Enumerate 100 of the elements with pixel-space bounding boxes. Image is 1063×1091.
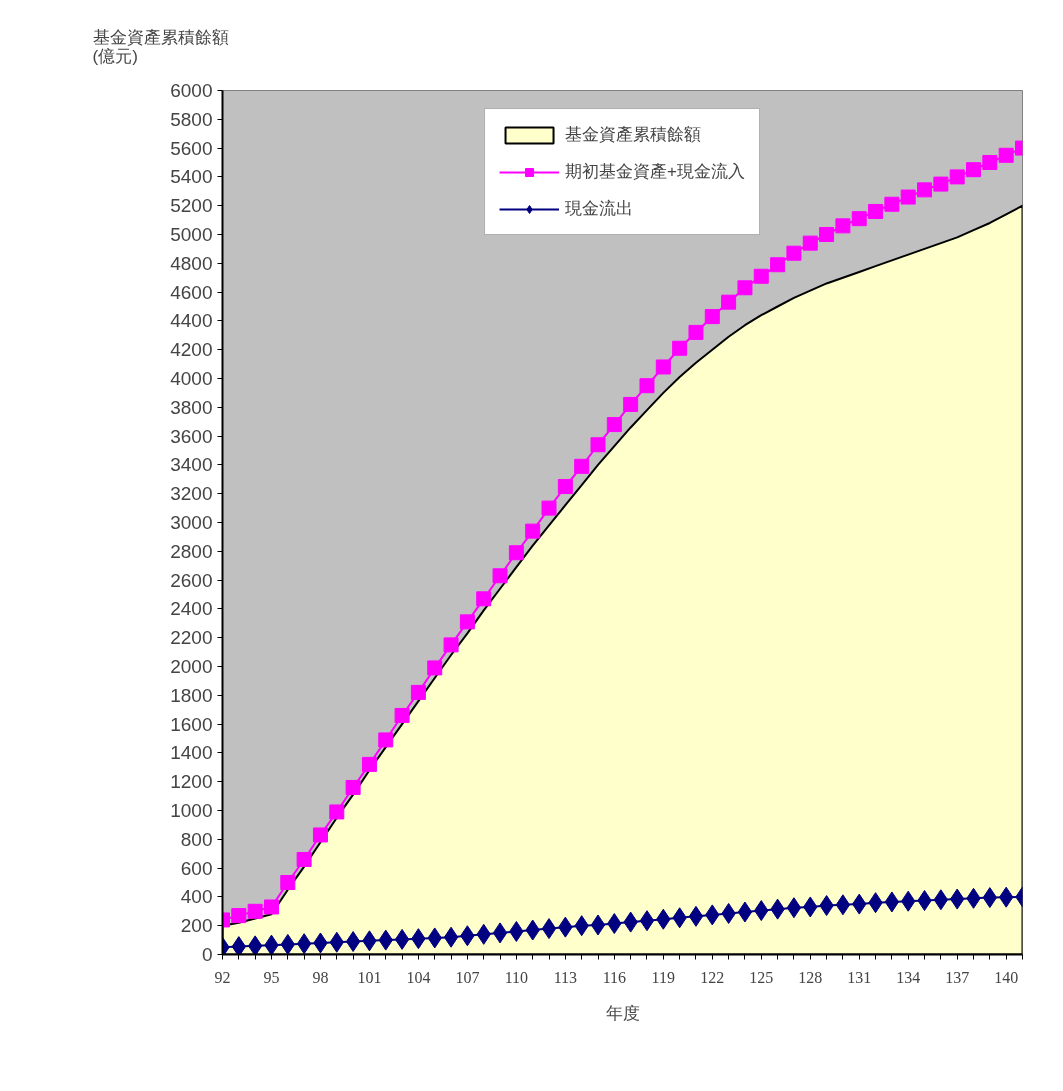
y-tick-label: 3200	[170, 483, 213, 505]
point	[672, 340, 688, 356]
x-tick-label: 140	[994, 968, 1019, 986]
y-tick-label: 4200	[170, 339, 213, 361]
y-tick-label: 3800	[170, 396, 213, 418]
point	[231, 908, 247, 924]
point	[917, 182, 933, 198]
y-tick-label: 4400	[170, 310, 213, 332]
point	[492, 922, 508, 944]
point	[263, 899, 279, 915]
point	[688, 324, 704, 340]
point	[835, 218, 851, 234]
point	[590, 437, 606, 453]
point	[721, 294, 737, 310]
y-tick-label: 2600	[170, 569, 213, 591]
point	[770, 257, 786, 273]
y-tick-label: 4000	[170, 368, 213, 389]
y-tick-label: 400	[180, 886, 213, 908]
legend-label: 現金流出	[565, 198, 634, 220]
point	[345, 931, 361, 953]
point	[443, 637, 459, 653]
point	[459, 614, 475, 630]
x-tick-label: 92	[214, 968, 231, 986]
x-axis-title: 年度	[605, 1003, 640, 1023]
point	[819, 227, 835, 242]
x-tick-label: 95	[263, 968, 280, 986]
x-tick-label: 128	[798, 968, 823, 986]
y-tick-label: 5200	[170, 195, 213, 217]
y-tick-label: 5800	[170, 108, 213, 130]
point	[264, 934, 279, 955]
point	[737, 280, 753, 296]
x-tick-label: 125	[749, 968, 774, 986]
y-tick-label: 1000	[170, 800, 213, 821]
point	[443, 926, 459, 948]
y-tick-label: 5400	[170, 166, 213, 188]
point	[786, 897, 802, 919]
x-tick-label: 113	[553, 968, 578, 986]
point	[557, 479, 573, 494]
y-tick-label: 4600	[170, 281, 213, 303]
point	[312, 827, 328, 843]
y-tick-label: 800	[180, 828, 213, 850]
point	[933, 889, 949, 911]
point	[982, 887, 998, 909]
x-tick-label: 131	[847, 968, 872, 986]
y-tick-label: 1600	[170, 713, 213, 735]
point	[247, 935, 263, 955]
point	[345, 779, 361, 795]
point	[704, 309, 720, 325]
point	[753, 268, 769, 284]
y-tick-label: 200	[180, 915, 213, 937]
point	[639, 910, 655, 932]
point	[541, 500, 557, 516]
y-tick-label: 1200	[170, 771, 213, 793]
point	[394, 707, 410, 723]
x-tick-label: 122	[700, 968, 725, 986]
y-tick-label: 3400	[170, 454, 213, 476]
x-tick-label: 116	[602, 968, 627, 986]
y-tick-label: 4800	[170, 252, 213, 274]
point	[508, 545, 524, 561]
point	[851, 211, 867, 227]
point	[378, 732, 394, 748]
point	[427, 660, 443, 676]
y-tick-label: 1800	[170, 684, 213, 706]
y-tick-label: 2200	[170, 627, 213, 649]
point	[982, 155, 998, 170]
point	[835, 894, 851, 916]
y-tick-label: 2400	[170, 598, 213, 620]
point	[574, 458, 590, 474]
point	[476, 591, 492, 607]
point	[247, 903, 263, 919]
point	[949, 169, 965, 185]
point	[410, 684, 426, 700]
y-tick-label: 3000	[170, 512, 213, 533]
point	[900, 189, 916, 205]
y-tick-label: 3600	[170, 425, 213, 447]
point	[966, 162, 982, 178]
point	[998, 147, 1014, 163]
point	[296, 851, 312, 867]
point	[541, 918, 557, 940]
point	[492, 568, 508, 584]
point	[590, 914, 606, 936]
point	[933, 176, 949, 192]
x-tick-label: 98	[312, 968, 329, 986]
y-tick-label: 600	[180, 857, 213, 879]
x-tick-label: 137	[945, 968, 970, 986]
x-tick-label: 110	[504, 968, 529, 986]
legend-label: 基金資產累積餘額	[565, 124, 702, 146]
y-tick-label: 5000	[170, 224, 213, 245]
point	[296, 933, 312, 955]
point	[639, 378, 655, 394]
point	[280, 875, 296, 890]
y-tick-label: 2000	[170, 656, 213, 677]
point	[361, 756, 377, 772]
point	[802, 235, 818, 251]
point	[231, 936, 246, 955]
y-tick-label: 5600	[170, 137, 213, 159]
point	[394, 928, 410, 950]
y-tick-label: 6000	[170, 80, 213, 101]
x-tick-label: 134	[896, 968, 921, 986]
point	[884, 891, 900, 913]
